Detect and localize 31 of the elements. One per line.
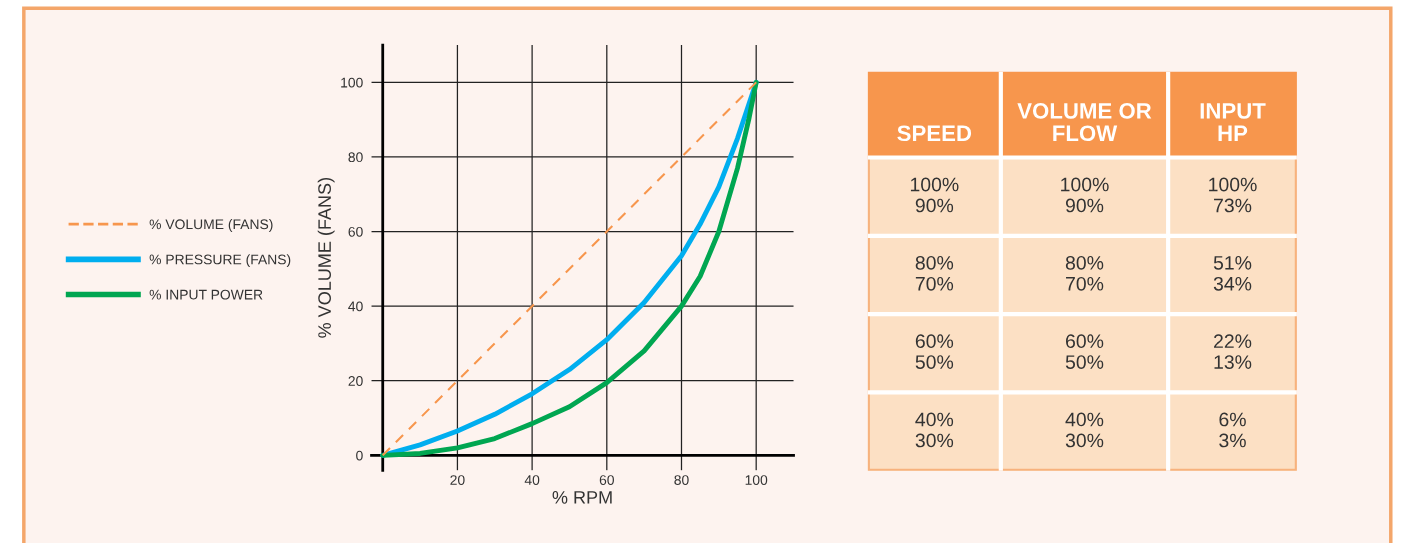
category-label: INPUT HP bbox=[1200, 103, 1266, 141]
text: 6% 3% bbox=[1219, 412, 1246, 448]
category-label: SPEED bbox=[897, 125, 972, 142]
text: 51% 34% bbox=[1213, 256, 1252, 291]
text: 80% 70% bbox=[1065, 255, 1104, 291]
x-tick-label: 20 bbox=[450, 475, 465, 485]
y-tick-label: 100 bbox=[341, 77, 363, 88]
y-axis-title: % VOLUME (FANS) bbox=[317, 178, 335, 338]
text: 60% 50% bbox=[915, 334, 954, 369]
text: 40% 30% bbox=[1065, 412, 1104, 448]
text: 80% 70% bbox=[915, 255, 954, 291]
y-tick-label: 80 bbox=[348, 152, 363, 163]
category-label: VOLUME OR FLOW bbox=[1017, 103, 1152, 142]
y-tick-label: 40 bbox=[348, 301, 363, 312]
text: 22% 13% bbox=[1214, 334, 1252, 369]
text: 40% 30% bbox=[915, 412, 954, 448]
x-tick-label: 100 bbox=[745, 475, 768, 485]
x-tick-label: 40 bbox=[524, 475, 540, 485]
legend-label: % INPUT POWER bbox=[149, 289, 263, 300]
x-tick-label: 80 bbox=[674, 475, 689, 485]
y-tick-label: 60 bbox=[348, 226, 363, 237]
y-tick-label: 20 bbox=[348, 376, 363, 386]
legend-label: % PRESSURE (FANS) bbox=[149, 254, 291, 268]
y-tick-label: 0 bbox=[356, 450, 363, 461]
x-tick-label: 60 bbox=[599, 475, 614, 485]
text: 100% 90% bbox=[910, 177, 959, 213]
legend-label: % VOLUME (FANS) bbox=[149, 219, 273, 232]
text: 100% 90% bbox=[1061, 177, 1109, 213]
text: 100% 73% bbox=[1209, 177, 1257, 213]
text: 60% 50% bbox=[1065, 334, 1104, 369]
x-axis-title: % RPM bbox=[552, 491, 612, 504]
